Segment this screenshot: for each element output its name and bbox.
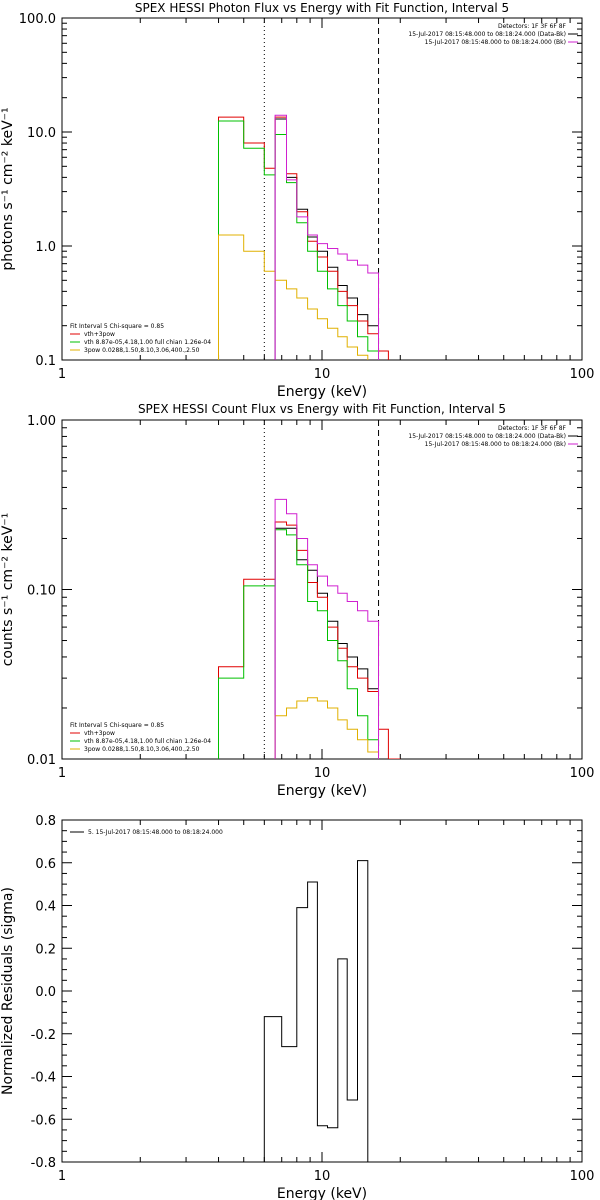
legend-entry: Fit Interval 5 Chi-square = 0.85 xyxy=(70,323,164,330)
series-line-4 xyxy=(218,234,369,360)
plot-frame xyxy=(61,17,583,361)
plot-frame xyxy=(61,819,583,1163)
x-axis-title: Energy (keV) xyxy=(277,1186,367,1200)
x-tick-label: 1 xyxy=(58,766,66,781)
chart-panel-3: 1 10 100 -0.8 -0.6 -0.4 -0.2 0.0 0.2 0.4 0.6 0.8 Ene… xyxy=(0,814,594,1200)
series-line-1 xyxy=(274,527,379,759)
legend-entry: 15-Jul-2017 08:15:48.000 to 08:18:24.000… xyxy=(425,39,566,46)
series-group xyxy=(218,498,401,759)
y-axis-title: Normalized Residuals (sigma) xyxy=(0,887,16,1095)
y-tick-label: 1.00 xyxy=(27,414,56,429)
chart-title: SPEX HESSI Photon Flux vs Energy with Fi… xyxy=(135,1,509,15)
y-axis-title: photons s⁻¹ cm⁻² keV⁻¹ xyxy=(0,107,16,270)
y-tick-label: -0.8 xyxy=(31,1156,56,1171)
x-axis-title: Energy (keV) xyxy=(277,783,367,799)
legend-entry: Fit Interval 5 Chi-square = 0.85 xyxy=(70,722,164,729)
x-axis-title: Energy (keV) xyxy=(277,384,367,400)
series-line-4 xyxy=(274,697,379,759)
y-tick-label: 0.01 xyxy=(27,753,56,768)
y-tick-label: 0.4 xyxy=(35,900,56,915)
legend-entry: 5. 15-Jul-2017 08:15:48.000 to 08:18:24.… xyxy=(88,829,223,836)
legend-entry: Detectors: 1F 3F 6F 8F xyxy=(498,425,567,432)
legend-entry: Detectors: 1F 3F 6F 8F xyxy=(498,23,567,30)
y-tick-label: 0.6 xyxy=(35,857,56,872)
x-tick-label: 10 xyxy=(314,367,331,382)
x-tick-label: 1 xyxy=(58,1169,66,1184)
x-tick-label: 100 xyxy=(570,367,595,382)
y-tick-label: -0.6 xyxy=(31,1113,56,1128)
y-tick-label: 0.2 xyxy=(35,942,56,957)
series-group xyxy=(263,860,369,1162)
legend-entry: 15-Jul-2017 08:15:48.000 to 08:18:24.000… xyxy=(408,433,566,440)
y-tick-label: 0.8 xyxy=(35,814,56,829)
legend-entry: 15-Jul-2017 08:15:48.000 to 08:18:24.000… xyxy=(425,441,566,448)
x-tick-label: 10 xyxy=(314,766,331,781)
y-tick-label: -0.4 xyxy=(31,1071,56,1086)
legend-entry: 3pow 0.0288,1.50,8.10,3.06,400.,2.50 xyxy=(84,746,200,753)
y-axis-title: counts s⁻¹ cm⁻² keV⁻¹ xyxy=(0,513,16,667)
legend-entry: vth 8.87e-05,4.18,1.00 full chian 1.26e-… xyxy=(84,738,211,745)
x-tick-label: 1 xyxy=(58,367,66,382)
series-line-1 xyxy=(274,118,379,360)
plot-frame xyxy=(61,419,583,760)
series-group xyxy=(218,114,389,360)
series-line-3 xyxy=(218,120,379,360)
legend-entry: vth 8.87e-05,4.18,1.00 full chian 1.26e-… xyxy=(84,339,211,346)
legend-entry: vth+3pow xyxy=(84,730,115,737)
x-tick-label: 100 xyxy=(570,1169,595,1184)
y-tick-label: 10.0 xyxy=(27,126,56,141)
y-tick-label: 1.0 xyxy=(35,240,56,255)
chart-title: SPEX HESSI Count Flux vs Energy with Fit… xyxy=(138,402,506,416)
chart-panel-2: SPEX HESSI Count Flux vs Energy with Fit… xyxy=(0,402,594,799)
x-tick-label: 10 xyxy=(314,1169,331,1184)
y-tick-label: 100.0 xyxy=(19,12,56,27)
y-tick-label: 0.10 xyxy=(27,584,56,599)
legend-entry: 15-Jul-2017 08:15:48.000 to 08:18:24.000… xyxy=(408,31,566,38)
y-tick-label: 0.1 xyxy=(35,354,56,369)
y-tick-label: 0.0 xyxy=(35,985,56,1000)
series-line-5 xyxy=(274,114,379,360)
series-line-2 xyxy=(218,521,401,759)
series-line-5 xyxy=(274,498,379,759)
series-line-3 xyxy=(218,529,379,759)
x-tick-label: 100 xyxy=(570,766,595,781)
chart-panel-1: SPEX HESSI Photon Flux vs Energy with Fi… xyxy=(0,1,594,400)
series-line-1 xyxy=(263,860,369,1162)
legend-entry: vth+3pow xyxy=(84,331,115,338)
legend-entry: 3pow 0.0288,1.50,8.10,3.06,400.,2.50 xyxy=(84,347,200,354)
y-tick-label: -0.2 xyxy=(31,1028,56,1043)
